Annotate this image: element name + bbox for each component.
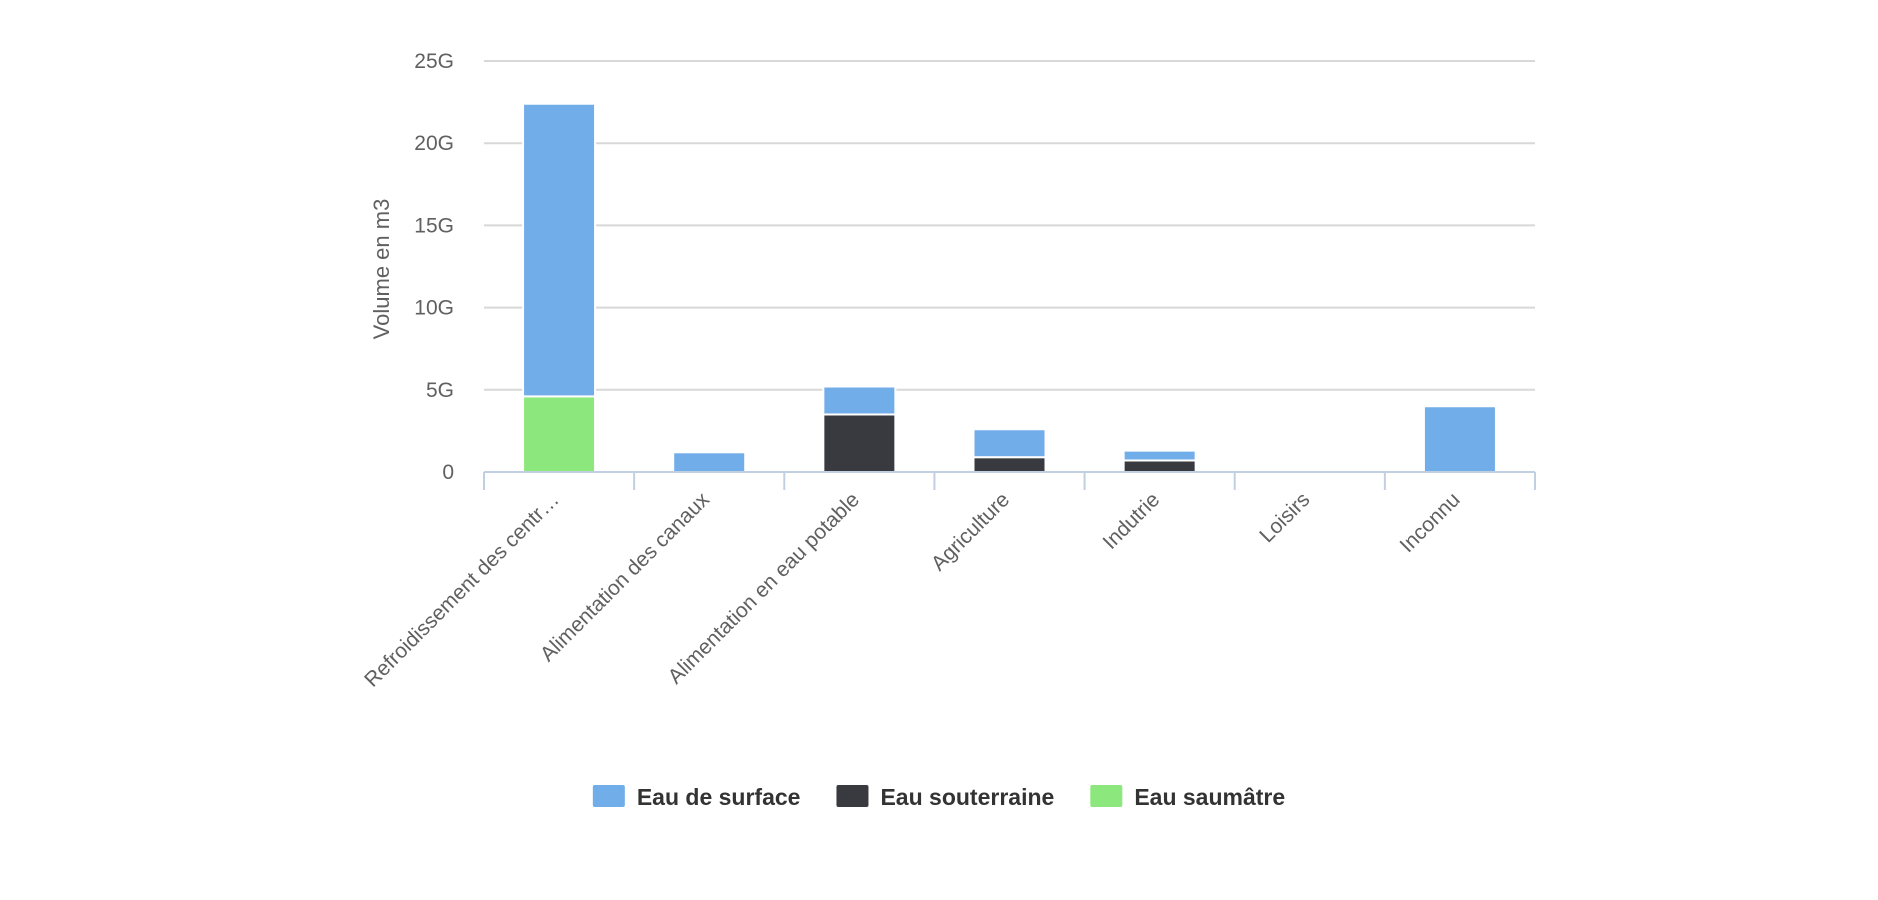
bar-segment[interactable] [672,451,747,474]
legend-item[interactable]: Eau saumâtre [1090,784,1285,810]
legend-label: Eau souterraine [880,784,1054,810]
legend: Eau de surface Eau souterraine Eau saumâtr… [592,784,1285,810]
y-tick-label: 20G [414,132,454,155]
y-tick-label: 25G [414,50,454,73]
bar-segment[interactable] [1422,405,1497,473]
x-tick-label: Loisirs [1255,488,1314,547]
x-tick-label: Indutrie [1099,488,1165,554]
bar-segment[interactable] [822,385,897,416]
bar-segment[interactable] [972,456,1047,474]
legend-label: Eau de surface [637,784,801,810]
legend-item[interactable]: Eau de surface [592,784,801,810]
y-axis-title: Volume en m3 [369,199,394,340]
legend-swatch [1090,785,1123,807]
grid-lines [484,60,1535,391]
bar-segment[interactable] [1122,459,1197,474]
y-tick-label: 5G [426,379,454,402]
legend-swatch [836,785,869,807]
x-tick-label: Alimentation des canaux [536,488,714,666]
bar-segment[interactable] [522,395,597,474]
legend-item[interactable]: Eau souterraine [836,784,1054,810]
bar-segment[interactable] [822,413,897,473]
bar-segment[interactable] [522,102,597,398]
legend-label: Eau saumâtre [1134,784,1285,810]
y-axis-ticks: 0 5G 10G 15G 20G 25G [414,50,454,484]
x-tick-label: Agriculture [927,488,1014,575]
y-tick-label: 15G [414,214,454,237]
bar-segment[interactable] [1122,449,1197,462]
x-tick-label: Refroidissement des centr… [360,488,564,692]
y-tick-label: 10G [414,297,454,320]
y-tick-label: 0 [442,461,454,484]
bars [522,102,1497,474]
x-tick-label: Inconnu [1396,488,1465,557]
legend-swatch [592,785,625,807]
x-axis-ticks: Refroidissement des centr…Alimentation d… [360,488,1464,692]
bar-segment[interactable] [972,428,1047,459]
x-axis [483,471,1536,490]
